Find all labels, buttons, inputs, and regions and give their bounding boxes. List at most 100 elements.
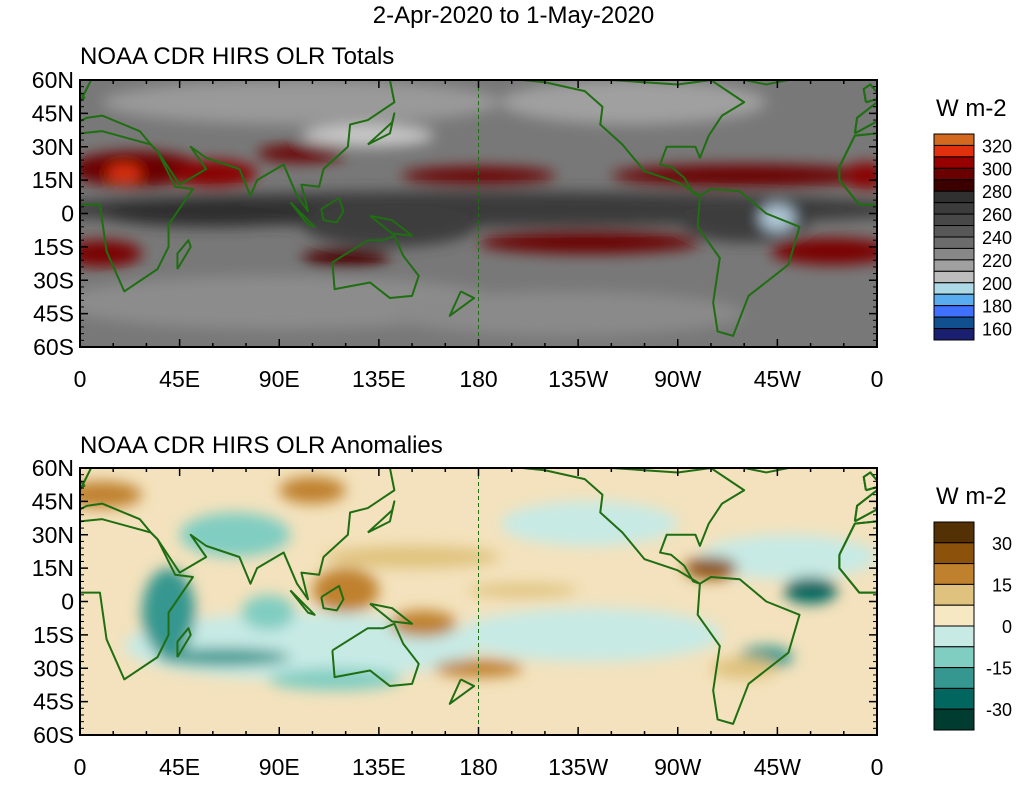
- totals-colorbar-label: 180: [982, 297, 1012, 317]
- totals-field-patch: [611, 164, 877, 187]
- totals-colorbar-label: 160: [982, 320, 1012, 340]
- anomalies-colorbar-box: [933, 625, 975, 648]
- totals-colorbar-label: 320: [982, 136, 1012, 156]
- coastline: [696, 188, 801, 337]
- totals-field-patch: [80, 240, 142, 267]
- lon-tick-label: 90E: [259, 754, 300, 780]
- coastline: [331, 234, 420, 300]
- totals-colorbar-box: [933, 156, 975, 169]
- anomalies-colorbar-box: [933, 542, 975, 565]
- coastline: [367, 500, 396, 534]
- lon-tick-label: 135W: [548, 366, 608, 392]
- totals-field-patch: [106, 164, 142, 183]
- totals-panel-title: NOAA CDR HIRS OLR Totals: [80, 43, 395, 70]
- coastline: [80, 518, 194, 681]
- anomalies-panel-title: NOAA CDR HIRS OLR Anomalies: [80, 432, 443, 459]
- totals-colorbar-unit: W m-2: [936, 95, 1007, 122]
- lon-tick-label: 90W: [654, 366, 702, 392]
- totals-field-patch: [500, 80, 767, 125]
- totals-colorbar-box: [933, 190, 975, 204]
- totals-colorbar-label: 300: [982, 159, 1012, 179]
- anomalies-colorbar-unit: W m-2: [936, 483, 1007, 510]
- anomalies-field-patch: [279, 476, 346, 504]
- lon-tick-label: 135E: [352, 366, 406, 392]
- coastline: [522, 80, 746, 197]
- totals-field-patch: [301, 202, 479, 247]
- totals-field-patch: [770, 237, 877, 265]
- lon-tick-label: 0: [871, 366, 884, 392]
- lat-tick-label: 30N: [32, 522, 74, 548]
- totals-colorbar-box: [933, 316, 975, 330]
- totals-colorbar-box: [933, 328, 975, 341]
- totals-colorbar-box: [933, 282, 975, 295]
- totals-map: [80, 80, 877, 347]
- totals-field-patch: [401, 166, 556, 185]
- anomalies-field-patch: [500, 501, 678, 546]
- totals-colorbar-label: 240: [982, 228, 1012, 248]
- lon-tick-label: 0: [74, 366, 87, 392]
- anomalies-field-patch: [467, 583, 579, 598]
- totals-colorbar-box: [933, 133, 975, 146]
- lat-tick-label: 60S: [33, 334, 74, 360]
- totals-colorbar-box: [933, 202, 975, 215]
- totals-colorbar-box: [933, 259, 975, 272]
- lat-tick-label: 15N: [32, 167, 74, 193]
- coastline: [176, 239, 192, 270]
- anomalies-field-patch: [179, 512, 291, 557]
- totals-field-patch: [843, 162, 877, 190]
- coastline: [369, 214, 414, 237]
- totals-colorbar-label: 280: [982, 182, 1012, 202]
- coastline: [176, 627, 192, 658]
- totals-colorbar-box: [933, 213, 975, 227]
- lat-tick-label: 60N: [32, 455, 74, 481]
- totals-colorbar-box: [933, 236, 975, 249]
- lat-tick-label: 15S: [33, 622, 74, 648]
- coastline: [696, 576, 801, 725]
- lat-tick-label: 0: [61, 589, 74, 615]
- anomalies-colorbar-box: [933, 646, 975, 669]
- totals-colorbar-box: [933, 225, 975, 238]
- lon-tick-label: 45E: [159, 754, 200, 780]
- lon-tick-label: 90W: [654, 754, 702, 780]
- coastline: [320, 584, 345, 612]
- coastline: [448, 678, 476, 705]
- anomalies-field-patch: [699, 534, 877, 580]
- anomalies-colorbar-label: 15: [992, 575, 1012, 595]
- anomalies-map: [80, 468, 877, 735]
- anomalies-field-patch: [456, 608, 723, 662]
- anomalies-field-patch: [268, 668, 402, 691]
- coastline: [80, 468, 396, 601]
- lat-tick-label: 15S: [33, 234, 74, 260]
- lat-tick-label: 30N: [32, 134, 74, 160]
- anomalies-colorbar-label: 30: [992, 534, 1012, 554]
- coastline: [80, 80, 396, 213]
- lon-tick-label: 180: [459, 366, 497, 392]
- lon-tick-label: 0: [871, 754, 884, 780]
- anomalies-colorbar-label: 0: [1002, 617, 1012, 637]
- lat-tick-label: 45N: [32, 488, 74, 514]
- anomalies-field-patch: [784, 577, 838, 604]
- totals-field-patch: [389, 291, 745, 336]
- lon-tick-label: 135E: [352, 754, 406, 780]
- lat-tick-label: 45N: [32, 100, 74, 126]
- lat-tick-label: 30S: [33, 655, 74, 681]
- lon-tick-label: 135W: [548, 754, 608, 780]
- totals-field-patch: [102, 80, 501, 125]
- anomalies-colorbar-label: -15: [986, 659, 1012, 679]
- anomalies-field-patch: [434, 659, 523, 678]
- totals-field-patch: [301, 124, 435, 147]
- totals-colorbar-box: [933, 247, 975, 261]
- anomalies-field-patch: [241, 594, 295, 631]
- lat-tick-label: 60S: [33, 722, 74, 748]
- anomalies-field-patch: [157, 648, 291, 667]
- anomalies-colorbar-box: [933, 604, 975, 627]
- totals-field-patch: [478, 231, 700, 254]
- lat-tick-label: 60N: [32, 67, 74, 93]
- coastline: [367, 112, 396, 146]
- coastline: [289, 589, 316, 616]
- lat-tick-label: 0: [61, 201, 74, 227]
- coastline: [320, 196, 345, 224]
- lat-tick-label: 45S: [33, 301, 74, 327]
- totals-colorbar-label: 200: [982, 274, 1012, 294]
